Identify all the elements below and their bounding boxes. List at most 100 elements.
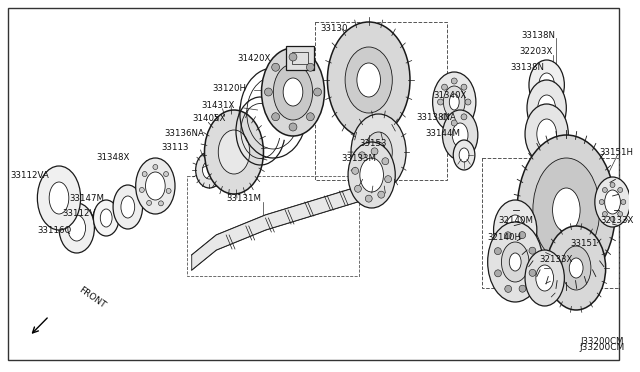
Text: 33116Q: 33116Q bbox=[37, 225, 71, 234]
Ellipse shape bbox=[262, 48, 324, 136]
Circle shape bbox=[289, 53, 297, 61]
Text: FRONT: FRONT bbox=[77, 286, 107, 310]
Ellipse shape bbox=[100, 209, 112, 227]
Text: 33131M: 33131M bbox=[227, 193, 261, 202]
Circle shape bbox=[438, 99, 444, 105]
Ellipse shape bbox=[449, 94, 459, 110]
Ellipse shape bbox=[452, 123, 468, 147]
Text: 32133X: 32133X bbox=[601, 215, 634, 224]
Ellipse shape bbox=[536, 265, 554, 291]
Circle shape bbox=[153, 164, 158, 170]
Circle shape bbox=[140, 187, 145, 192]
Ellipse shape bbox=[517, 135, 616, 285]
Ellipse shape bbox=[525, 104, 568, 164]
Ellipse shape bbox=[68, 215, 86, 241]
Circle shape bbox=[505, 285, 511, 292]
Text: 33130: 33130 bbox=[321, 23, 348, 32]
Circle shape bbox=[451, 120, 457, 126]
Text: 31348X: 31348X bbox=[97, 153, 130, 161]
Circle shape bbox=[504, 232, 511, 239]
Text: 32140H: 32140H bbox=[488, 232, 522, 241]
Circle shape bbox=[602, 187, 607, 192]
Circle shape bbox=[164, 171, 168, 177]
Ellipse shape bbox=[351, 114, 406, 190]
Text: 33151: 33151 bbox=[570, 238, 598, 247]
Ellipse shape bbox=[453, 140, 475, 170]
Circle shape bbox=[159, 201, 163, 206]
Text: 33144M: 33144M bbox=[425, 128, 460, 138]
Ellipse shape bbox=[59, 203, 94, 253]
Ellipse shape bbox=[493, 200, 537, 260]
Text: 33147M: 33147M bbox=[69, 193, 104, 202]
Ellipse shape bbox=[113, 185, 143, 229]
Circle shape bbox=[442, 114, 447, 120]
Circle shape bbox=[442, 84, 447, 90]
Ellipse shape bbox=[93, 200, 119, 236]
Text: J33200CM: J33200CM bbox=[580, 337, 623, 346]
Ellipse shape bbox=[537, 119, 557, 149]
Circle shape bbox=[371, 148, 378, 155]
Text: 33151H: 33151H bbox=[600, 148, 634, 157]
Text: 33113: 33113 bbox=[161, 142, 189, 151]
Circle shape bbox=[358, 152, 365, 159]
Ellipse shape bbox=[365, 132, 392, 172]
Circle shape bbox=[465, 99, 471, 105]
Text: 33138N: 33138N bbox=[522, 31, 556, 39]
Ellipse shape bbox=[37, 166, 81, 230]
Ellipse shape bbox=[205, 110, 264, 194]
Circle shape bbox=[355, 185, 362, 192]
Circle shape bbox=[142, 171, 147, 177]
Circle shape bbox=[519, 232, 525, 238]
Circle shape bbox=[495, 248, 501, 255]
Ellipse shape bbox=[506, 215, 525, 245]
Bar bbox=[292, 52, 308, 64]
Ellipse shape bbox=[444, 86, 465, 118]
Circle shape bbox=[272, 113, 280, 121]
Ellipse shape bbox=[533, 158, 600, 262]
Ellipse shape bbox=[488, 222, 543, 302]
Bar bbox=[482, 158, 620, 288]
Text: 33138N: 33138N bbox=[510, 62, 544, 71]
Text: 31420X: 31420X bbox=[237, 54, 270, 62]
Bar bbox=[286, 46, 314, 70]
Circle shape bbox=[529, 247, 536, 254]
Ellipse shape bbox=[348, 142, 396, 208]
Bar bbox=[187, 176, 359, 276]
Text: 33112V: 33112V bbox=[62, 208, 95, 218]
Circle shape bbox=[166, 188, 171, 193]
Ellipse shape bbox=[372, 142, 385, 162]
Text: 31405X: 31405X bbox=[193, 113, 226, 122]
Circle shape bbox=[495, 270, 502, 277]
Ellipse shape bbox=[538, 95, 556, 121]
Circle shape bbox=[618, 212, 623, 217]
Text: 33112VA: 33112VA bbox=[10, 170, 49, 180]
Ellipse shape bbox=[145, 172, 165, 200]
Ellipse shape bbox=[547, 226, 605, 310]
Ellipse shape bbox=[360, 158, 383, 192]
Ellipse shape bbox=[202, 161, 216, 179]
Ellipse shape bbox=[527, 80, 566, 136]
Ellipse shape bbox=[552, 188, 580, 232]
Ellipse shape bbox=[218, 130, 250, 174]
Ellipse shape bbox=[442, 110, 478, 160]
Text: 31340X: 31340X bbox=[434, 90, 467, 99]
Circle shape bbox=[272, 63, 280, 71]
Ellipse shape bbox=[561, 246, 591, 290]
Bar bbox=[315, 22, 447, 180]
Circle shape bbox=[451, 78, 457, 84]
Ellipse shape bbox=[525, 250, 564, 306]
Ellipse shape bbox=[539, 73, 554, 97]
Circle shape bbox=[385, 176, 392, 183]
Text: 31431X: 31431X bbox=[202, 100, 235, 109]
Ellipse shape bbox=[509, 253, 521, 271]
Ellipse shape bbox=[136, 158, 175, 214]
Circle shape bbox=[610, 183, 615, 187]
Text: 32133X: 32133X bbox=[540, 256, 573, 264]
Text: 33136NA: 33136NA bbox=[164, 128, 204, 138]
Circle shape bbox=[621, 199, 626, 205]
Circle shape bbox=[599, 199, 604, 205]
Ellipse shape bbox=[605, 190, 620, 214]
Circle shape bbox=[314, 88, 321, 96]
Ellipse shape bbox=[196, 152, 223, 188]
Text: J33200CM: J33200CM bbox=[579, 343, 625, 353]
